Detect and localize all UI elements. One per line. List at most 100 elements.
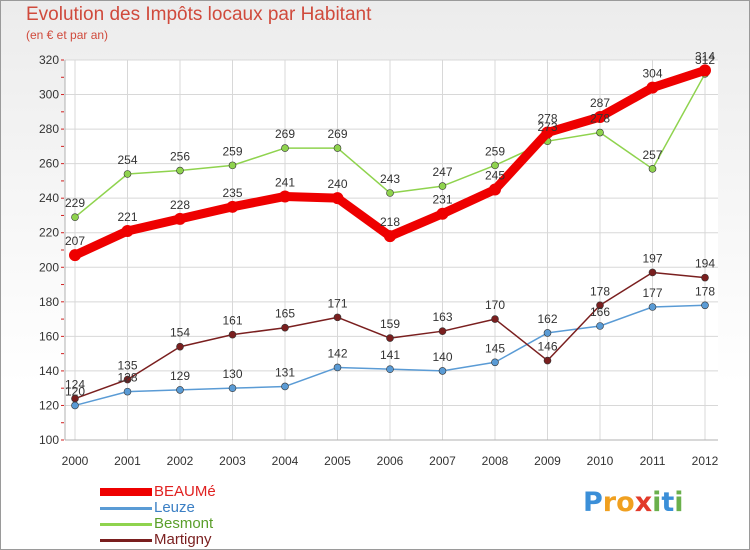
data-point xyxy=(71,213,79,221)
legend: BEAUMé Leuze Besmont Martigny xyxy=(100,483,300,548)
data-point xyxy=(701,273,709,282)
data-label: 259 xyxy=(485,144,505,158)
data-label: 129 xyxy=(170,369,190,383)
data-label: 269 xyxy=(327,127,347,141)
y-tick-label: 200 xyxy=(39,260,59,274)
legend-label-martigny: Martigny xyxy=(154,531,212,548)
data-label: 194 xyxy=(695,257,715,271)
data-label: 287 xyxy=(590,96,610,110)
data-label: 221 xyxy=(117,210,137,224)
data-label: 207 xyxy=(65,234,85,248)
x-tick-label: 2006 xyxy=(377,454,404,468)
data-point xyxy=(543,329,552,337)
legend-swatch-leuze xyxy=(100,507,152,510)
data-point xyxy=(279,190,291,203)
data-point xyxy=(176,342,184,351)
x-tick-label: 2004 xyxy=(272,454,299,468)
x-tick-label: 2007 xyxy=(429,454,456,468)
data-label: 314 xyxy=(695,49,715,63)
data-point xyxy=(646,81,659,94)
data-point xyxy=(648,303,657,311)
legend-label-besmont: Besmont xyxy=(154,515,214,532)
data-point xyxy=(543,356,552,365)
data-label: 257 xyxy=(642,148,662,162)
x-tick-label: 2003 xyxy=(219,454,246,468)
logo-letter: i xyxy=(652,487,662,518)
legend-label-leuze: Leuze xyxy=(154,499,195,516)
y-tick-label: 220 xyxy=(39,226,59,240)
data-point xyxy=(491,315,499,323)
data-point xyxy=(491,161,499,170)
data-point xyxy=(174,212,186,225)
legend-swatch-martigny xyxy=(100,539,152,542)
data-label: 240 xyxy=(327,177,347,191)
data-point xyxy=(438,327,447,335)
x-tick-label: 2011 xyxy=(640,454,666,468)
data-label: 197 xyxy=(642,251,662,265)
data-label: 235 xyxy=(222,186,242,200)
x-tick-label: 2009 xyxy=(534,454,561,468)
plot-area xyxy=(65,60,718,440)
logo-letter: x xyxy=(634,487,653,518)
data-point xyxy=(594,111,606,123)
data-label: 135 xyxy=(117,359,137,373)
data-point xyxy=(331,192,344,205)
data-label: 120 xyxy=(65,384,85,398)
x-tick-label: 2001 xyxy=(114,454,141,468)
data-point xyxy=(226,200,239,213)
data-point xyxy=(438,182,447,190)
data-point xyxy=(333,313,342,322)
chart-title: Evolution des Impôts locaux par Habitant xyxy=(26,4,372,25)
data-point xyxy=(69,249,81,262)
data-label: 142 xyxy=(327,346,347,360)
x-tick-label: 2000 xyxy=(62,454,89,468)
data-point xyxy=(176,386,184,394)
logo-letter: P xyxy=(583,487,603,518)
data-point xyxy=(386,189,394,197)
data-point xyxy=(123,387,132,396)
data-label: 141 xyxy=(380,348,400,362)
data-label: 304 xyxy=(642,67,662,81)
data-label: 241 xyxy=(275,175,295,189)
legend-item-beaume: BEAUMé xyxy=(100,483,300,500)
data-point xyxy=(228,330,237,339)
data-point xyxy=(596,322,604,330)
data-point xyxy=(699,64,711,77)
data-label: 273 xyxy=(537,120,557,134)
data-point xyxy=(123,170,132,178)
legend-item-leuze: Leuze xyxy=(100,499,300,516)
data-label: 170 xyxy=(485,298,505,312)
y-tick-label: 300 xyxy=(39,88,59,102)
data-label: 254 xyxy=(117,153,137,167)
y-tick-label: 160 xyxy=(39,329,59,343)
data-label: 256 xyxy=(170,150,190,164)
data-label: 278 xyxy=(590,112,610,126)
data-point xyxy=(596,301,604,310)
data-label: 171 xyxy=(327,296,347,310)
data-point xyxy=(123,375,132,384)
data-point xyxy=(386,334,394,342)
data-point xyxy=(596,128,604,137)
x-tick-label: 2010 xyxy=(587,454,614,468)
data-label: 166 xyxy=(590,305,610,319)
x-tick-label: 2008 xyxy=(482,454,509,468)
logo-letter: i xyxy=(674,487,684,518)
x-tick-label: 2002 xyxy=(167,454,194,468)
data-point xyxy=(436,207,449,220)
x-tick-label: 2012 xyxy=(692,454,719,468)
proxiti-logo: Proxiti xyxy=(583,487,684,518)
data-label: 124 xyxy=(65,378,85,392)
data-point xyxy=(121,225,134,237)
data-point xyxy=(384,230,396,243)
data-point xyxy=(228,161,237,170)
legend-swatch-besmont xyxy=(100,523,152,526)
y-tick-label: 240 xyxy=(39,191,59,205)
data-point xyxy=(281,382,289,391)
legend-item-besmont: Besmont xyxy=(100,515,300,532)
data-label: 165 xyxy=(275,307,295,321)
data-point xyxy=(333,144,342,152)
data-point xyxy=(71,394,79,403)
data-label: 178 xyxy=(590,284,610,298)
data-label: 259 xyxy=(222,144,242,158)
data-label: 162 xyxy=(537,312,557,326)
